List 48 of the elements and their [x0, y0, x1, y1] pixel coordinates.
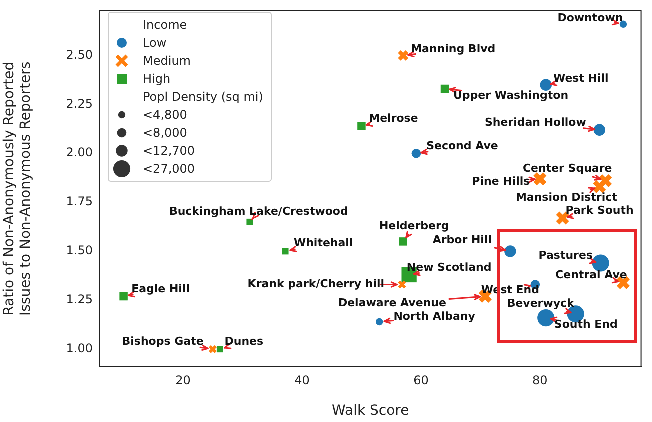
- annotation: Dunes: [224, 335, 264, 348]
- annotation: New Scotland: [406, 260, 492, 274]
- x-tick-label: 40: [294, 373, 310, 388]
- annotation: North Albany: [394, 310, 476, 323]
- annotation: Second Ave: [426, 139, 498, 152]
- annotation: West Hill: [553, 72, 609, 85]
- legend-title: Income: [143, 18, 188, 32]
- annotation: Eagle Hill: [132, 282, 190, 296]
- annotation: Buckingham Lake/Crestwood: [169, 204, 348, 218]
- y-tick-label: 1.00: [66, 342, 93, 356]
- annotation: Popl Density (sq mi): [143, 90, 264, 104]
- annotation: Krank park/Cherry hill: [248, 278, 385, 291]
- y-tick-label: 2.50: [66, 48, 93, 62]
- legend-label: <8,000: [143, 126, 188, 140]
- legend-label: <27,000: [143, 162, 196, 176]
- x-tick-label: 80: [532, 373, 548, 388]
- annotation: Melrose: [369, 112, 418, 126]
- legend-label: <12,700: [143, 144, 196, 158]
- annotation: Central Ave: [556, 268, 628, 282]
- y-tick-label: 1.25: [66, 292, 93, 307]
- annotation: Pine Hills: [472, 174, 531, 188]
- x-tick-label: 60: [414, 373, 429, 388]
- legend-label: Medium: [143, 54, 191, 68]
- y-tick-label: 2.00: [66, 146, 93, 160]
- annotation: Mansion District: [516, 190, 618, 204]
- y-tick-label: 1.50: [66, 244, 93, 258]
- y-tick-label: 1.75: [66, 194, 93, 209]
- annotation: Center Square: [522, 162, 612, 175]
- annotation: Pastures: [538, 249, 594, 262]
- annotation: Sheridan Hollow: [484, 116, 586, 129]
- annotation: Arbor Hill: [432, 233, 492, 246]
- y-axis-title: Ratio of Non-Anonymously Reported Issues to Non-Anonymous Reporters: [2, 62, 34, 316]
- annotation: Whitehall: [294, 236, 354, 250]
- annotation: Downtown: [558, 11, 624, 24]
- annotation: South End: [554, 318, 618, 331]
- annotation: Park South: [566, 204, 634, 218]
- legend-label: High: [143, 72, 171, 86]
- annotation: Upper Washington: [453, 88, 569, 102]
- annotation: Beverwyck: [507, 297, 576, 310]
- annotation: Helderberg: [379, 220, 450, 233]
- annotation: Manning Blvd: [411, 42, 496, 56]
- legend-label: <4,800: [143, 108, 188, 122]
- annotation: Delaware Avenue: [338, 296, 446, 310]
- annotation: Bishops Gate: [122, 335, 204, 348]
- legend-label: Low: [143, 36, 167, 50]
- x-tick-label: 20: [176, 373, 191, 388]
- y-tick-label: 2.25: [66, 96, 93, 111]
- x-axis-title: Walk Score: [332, 403, 410, 420]
